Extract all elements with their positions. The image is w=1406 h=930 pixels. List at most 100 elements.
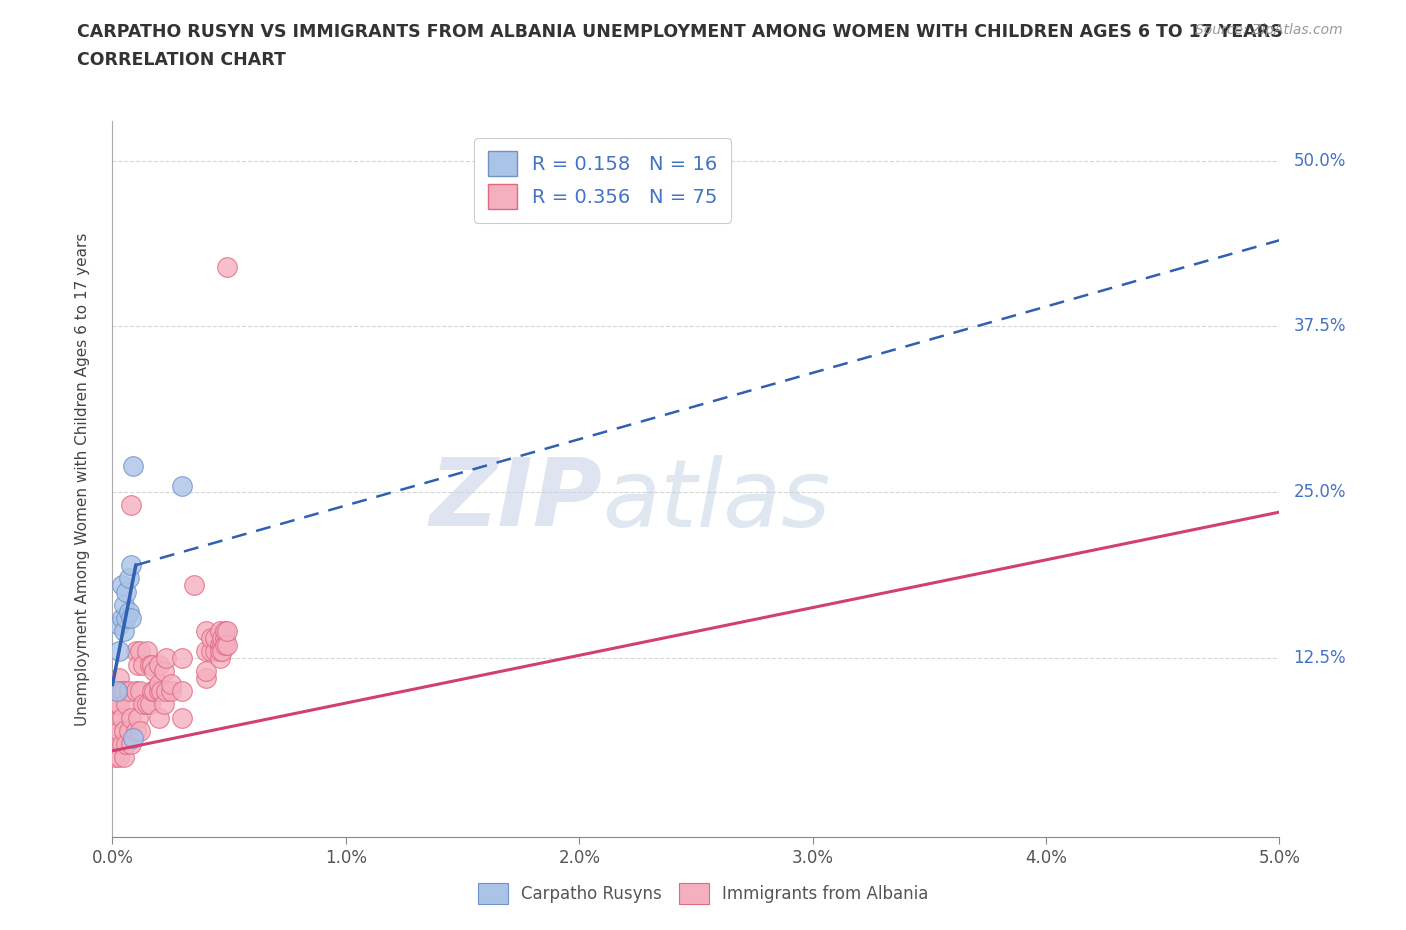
Text: 50.0%: 50.0% xyxy=(1294,152,1346,169)
Point xyxy=(215,624,238,639)
Point xyxy=(214,631,236,645)
Point xyxy=(111,711,134,725)
Point xyxy=(105,684,128,698)
Point xyxy=(111,578,134,592)
Point xyxy=(172,711,194,725)
Point xyxy=(211,631,233,645)
Point xyxy=(204,644,226,658)
Legend: Carpatho Rusyns, Immigrants from Albania: Carpatho Rusyns, Immigrants from Albania xyxy=(470,874,936,912)
Point xyxy=(127,658,149,672)
Point xyxy=(122,730,145,745)
Point xyxy=(148,684,170,698)
Point xyxy=(108,618,131,632)
Point xyxy=(141,684,163,698)
Point xyxy=(132,658,155,672)
Point xyxy=(111,737,134,751)
Point xyxy=(194,671,217,685)
Text: atlas: atlas xyxy=(603,455,831,546)
Point xyxy=(194,624,217,639)
Point xyxy=(200,631,222,645)
Point xyxy=(112,684,135,698)
Point xyxy=(108,644,131,658)
Point xyxy=(118,571,141,586)
Point xyxy=(108,697,131,711)
Point xyxy=(108,724,131,738)
Point xyxy=(155,651,177,666)
Point xyxy=(105,697,128,711)
Point xyxy=(108,671,131,685)
Point xyxy=(112,597,135,612)
Point xyxy=(204,631,226,645)
Point xyxy=(112,724,135,738)
Point xyxy=(129,724,152,738)
Text: CORRELATION CHART: CORRELATION CHART xyxy=(77,51,287,69)
Point xyxy=(143,664,166,679)
Point xyxy=(214,624,236,639)
Text: 37.5%: 37.5% xyxy=(1294,317,1346,336)
Point xyxy=(118,604,141,619)
Point xyxy=(118,684,141,698)
Point xyxy=(208,651,231,666)
Point xyxy=(125,684,148,698)
Point xyxy=(155,684,177,698)
Point xyxy=(120,711,142,725)
Y-axis label: Unemployment Among Women with Children Ages 6 to 17 years: Unemployment Among Women with Children A… xyxy=(75,232,90,725)
Point xyxy=(139,658,162,672)
Point xyxy=(115,611,138,626)
Point xyxy=(104,750,127,764)
Point xyxy=(200,644,222,658)
Point xyxy=(132,697,155,711)
Point xyxy=(153,664,176,679)
Point xyxy=(125,724,148,738)
Point xyxy=(160,684,183,698)
Point xyxy=(112,750,135,764)
Point xyxy=(215,259,238,274)
Point xyxy=(115,584,138,599)
Point xyxy=(129,684,152,698)
Point xyxy=(208,624,231,639)
Point xyxy=(150,684,173,698)
Point xyxy=(136,697,159,711)
Point xyxy=(172,478,194,493)
Point xyxy=(125,644,148,658)
Point xyxy=(211,644,233,658)
Point xyxy=(111,611,134,626)
Point xyxy=(194,644,217,658)
Point xyxy=(160,677,183,692)
Text: 25.0%: 25.0% xyxy=(1294,484,1346,501)
Point xyxy=(120,611,142,626)
Point xyxy=(194,664,217,679)
Legend: R = 0.158   N = 16, R = 0.356   N = 75: R = 0.158 N = 16, R = 0.356 N = 75 xyxy=(474,138,731,223)
Point xyxy=(148,711,170,725)
Point xyxy=(115,737,138,751)
Point xyxy=(208,644,231,658)
Point xyxy=(108,750,131,764)
Point xyxy=(215,637,238,652)
Point xyxy=(104,711,127,725)
Point xyxy=(172,651,194,666)
Text: Source: ZipAtlas.com: Source: ZipAtlas.com xyxy=(1195,23,1343,37)
Point xyxy=(118,724,141,738)
Point xyxy=(105,737,128,751)
Point xyxy=(153,697,176,711)
Point xyxy=(148,658,170,672)
Point xyxy=(214,637,236,652)
Point xyxy=(211,637,233,652)
Point xyxy=(141,658,163,672)
Point xyxy=(112,624,135,639)
Point xyxy=(208,637,231,652)
Text: ZIP: ZIP xyxy=(430,455,603,547)
Point xyxy=(129,644,152,658)
Point xyxy=(127,711,149,725)
Point xyxy=(120,737,142,751)
Point xyxy=(139,697,162,711)
Point xyxy=(120,558,142,573)
Text: CARPATHO RUSYN VS IMMIGRANTS FROM ALBANIA UNEMPLOYMENT AMONG WOMEN WITH CHILDREN: CARPATHO RUSYN VS IMMIGRANTS FROM ALBANI… xyxy=(77,23,1282,41)
Point xyxy=(172,684,194,698)
Point xyxy=(183,578,205,592)
Point xyxy=(148,677,170,692)
Point xyxy=(143,684,166,698)
Text: 12.5%: 12.5% xyxy=(1294,649,1346,667)
Point xyxy=(111,684,134,698)
Point xyxy=(136,644,159,658)
